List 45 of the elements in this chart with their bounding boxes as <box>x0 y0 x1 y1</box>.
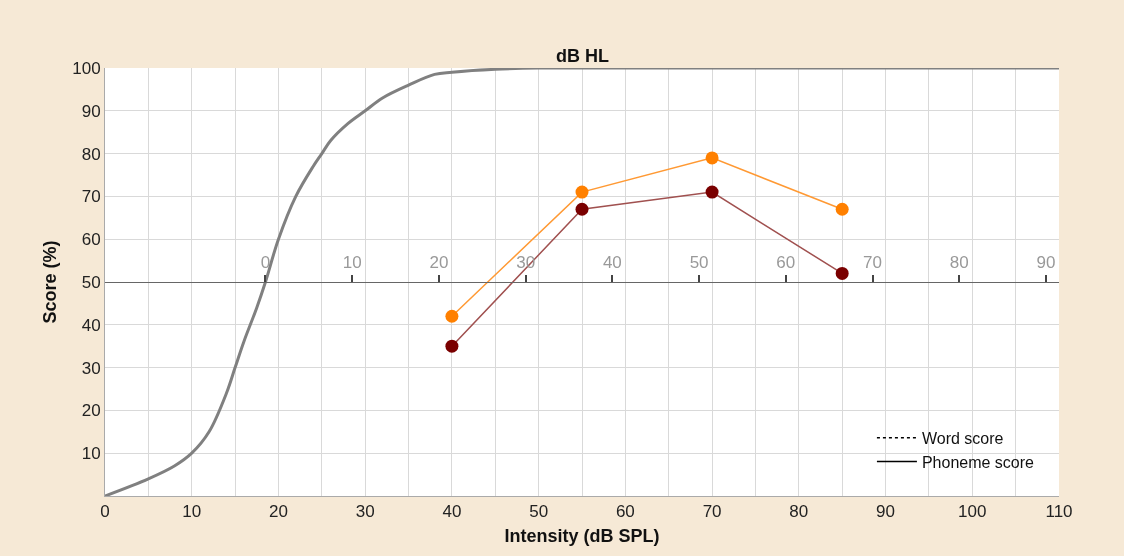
x2-tick-label: 0 <box>260 253 271 273</box>
x2-tick-label: 90 <box>1036 253 1056 273</box>
x2-tick-label: 70 <box>863 253 882 273</box>
y-tick-label: 100 <box>72 58 101 78</box>
legend-label: Phoneme score <box>921 453 1035 471</box>
y-tick-label: 40 <box>81 315 101 335</box>
point <box>705 151 719 165</box>
point <box>835 266 849 280</box>
y-tick-label: 90 <box>81 101 101 121</box>
x-tick-label: 70 <box>702 502 722 522</box>
point <box>445 339 459 353</box>
x-tick-label: 20 <box>268 502 288 522</box>
x-tick-label: 110 <box>1045 502 1073 522</box>
x-tick-label: 90 <box>876 502 896 522</box>
line-series <box>105 68 1059 496</box>
legend-label: Word score <box>921 430 1004 448</box>
x-tick-label: 60 <box>615 502 635 522</box>
point <box>835 202 849 216</box>
x2-tick-label: 20 <box>429 253 449 273</box>
x-tick-label: 0 <box>100 502 110 522</box>
x-tick-label: 10 <box>182 502 202 522</box>
x-tick-label: 50 <box>529 502 549 522</box>
y-axis-title: Score (%) <box>40 240 61 324</box>
x2-tick-label: 10 <box>342 253 362 273</box>
point <box>575 202 589 216</box>
x2-tick-label: 80 <box>949 253 969 273</box>
y-tick-label: 10 <box>81 444 101 464</box>
x2-tick-label: 50 <box>689 253 709 273</box>
y-tick-label: 50 <box>81 272 101 292</box>
x2-tick-label: 60 <box>776 253 796 273</box>
x2-tick-label: 40 <box>602 253 622 273</box>
y-tick-label: 80 <box>81 144 101 164</box>
x-tick-label: 100 <box>958 502 987 522</box>
x2-axis-title: dB HL <box>556 46 609 66</box>
x-tick-label: 80 <box>789 502 809 522</box>
point <box>575 185 589 199</box>
point <box>445 309 459 323</box>
x-tick-label: 40 <box>442 502 462 522</box>
y-tick-label: 70 <box>81 187 101 207</box>
y-tick-label: 60 <box>81 230 101 250</box>
y-tick-label: 20 <box>81 401 101 421</box>
y-tick-label: 30 <box>81 358 101 378</box>
x-tick-label: 30 <box>355 502 375 522</box>
x-axis-title: Intensity (dB SPL) <box>504 525 660 546</box>
point <box>705 185 719 199</box>
